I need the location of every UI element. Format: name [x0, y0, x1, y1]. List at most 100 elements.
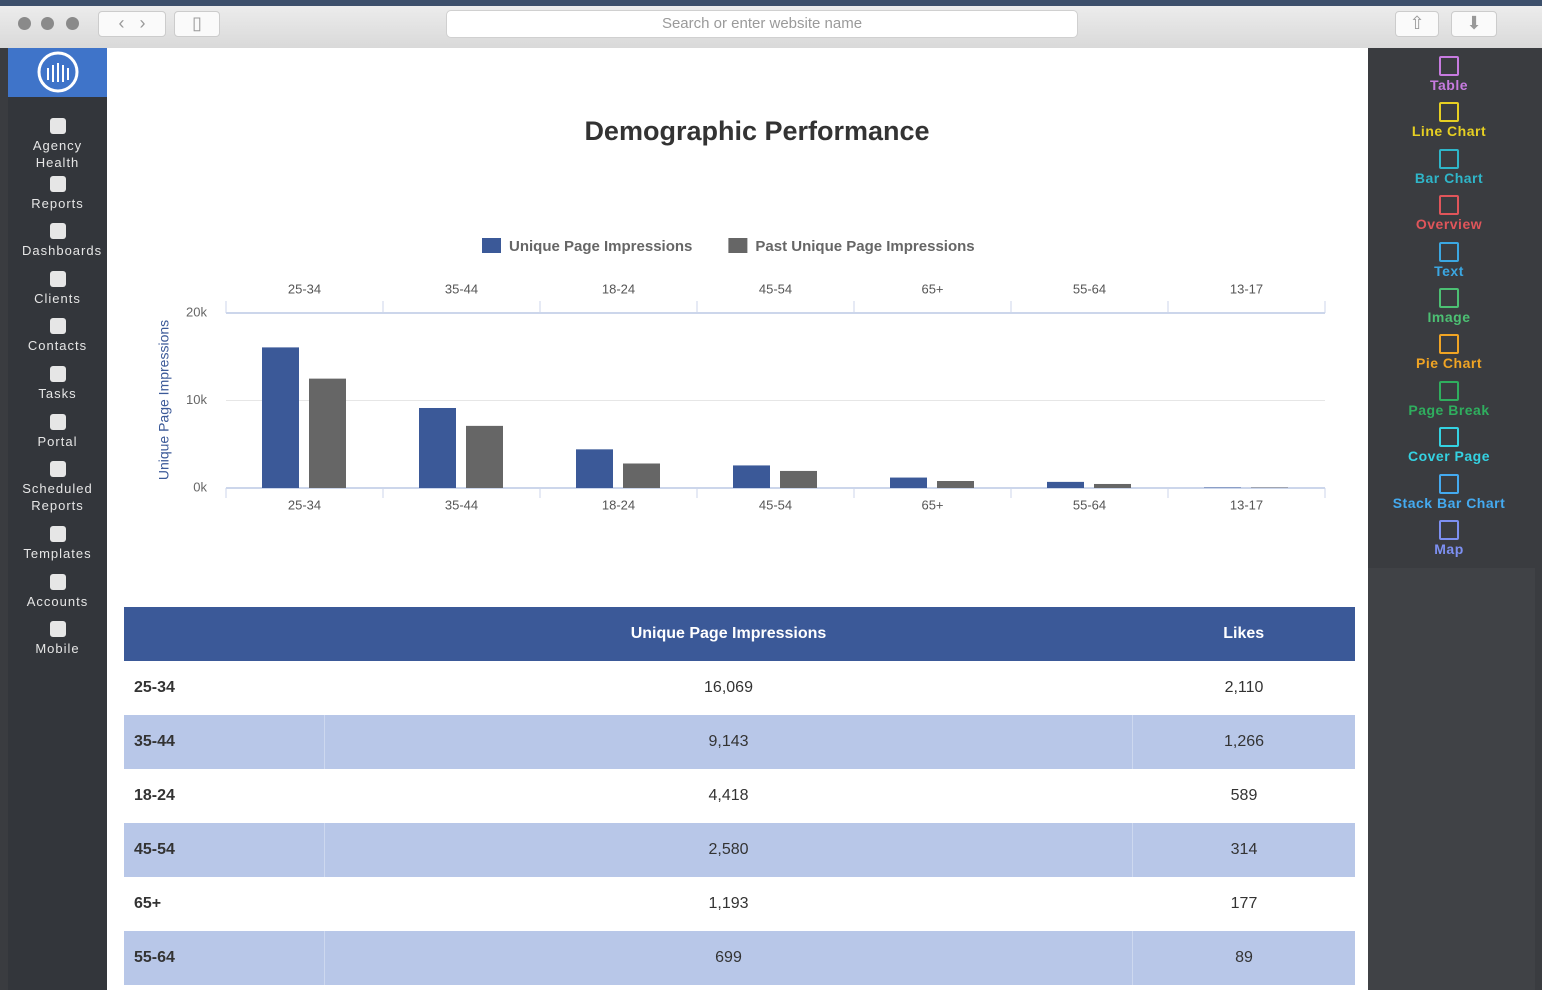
palette-icon	[1439, 288, 1459, 308]
legend-label: Past Unique Page Impressions	[755, 238, 974, 255]
palette-item[interactable]: Bar Chart	[1368, 148, 1530, 186]
data-table: Unique Page Impressions Likes 25-34 16,069 2…	[124, 607, 1355, 985]
palette-item[interactable]: Table	[1368, 56, 1530, 93]
palette-icon	[1439, 148, 1459, 169]
left-sidebar	[8, 48, 107, 990]
palette-label: Line Chart	[1411, 123, 1487, 140]
downloads-button[interactable]: ⬇	[1451, 11, 1497, 37]
table-cell: 4,418	[708, 787, 749, 804]
legend-swatch	[728, 238, 748, 253]
palette-item[interactable]: Map	[1368, 520, 1530, 557]
x-tick-label-top: 45-54	[759, 281, 792, 296]
nav-item[interactable]: Clients	[8, 271, 107, 307]
palette-item[interactable]: Line Chart	[1368, 102, 1530, 139]
table-row: 35-44 9,143 1,266	[124, 715, 1355, 769]
palette-item[interactable]: Cover Page	[1368, 427, 1530, 464]
logo[interactable]	[8, 48, 107, 97]
x-tick-label: 18-24	[602, 497, 635, 512]
nav-label: Agency Health	[32, 138, 83, 170]
palette-icon	[1439, 380, 1459, 401]
nav-icon	[49, 176, 66, 192]
share-button[interactable]: ⇧	[1395, 11, 1439, 37]
nav-item[interactable]: Dashboards	[8, 223, 107, 259]
nav-item[interactable]: Reports	[8, 176, 107, 212]
palette-icon	[1439, 56, 1459, 76]
x-tick-label-top: 18-24	[602, 281, 635, 296]
widget-palette	[1368, 48, 1535, 568]
table-cell: 89	[1132, 931, 1355, 985]
x-tick-label-top: 13-17	[1230, 281, 1263, 296]
bar	[890, 477, 927, 488]
palette-label: Image	[1427, 309, 1471, 325]
x-tick-label: 45-54	[759, 497, 792, 512]
table-cell: 1,193	[708, 895, 749, 912]
logo-icon	[37, 51, 79, 93]
nav-icon	[49, 223, 66, 239]
palette-label: Map	[1434, 541, 1464, 557]
palette-label: Pie Chart	[1416, 355, 1482, 372]
y-tick-label: 10k	[186, 392, 207, 407]
legend-label: Unique Page Impressions	[509, 238, 692, 255]
nav-item[interactable]: Contacts	[8, 318, 107, 354]
window-minimize[interactable]	[41, 17, 54, 30]
palette-label: Stack Bar Chart	[1392, 494, 1506, 511]
nav-icon	[49, 621, 66, 637]
table-cell: 18-24	[124, 769, 325, 823]
nav-item[interactable]: Agency Health	[8, 118, 107, 171]
table-row: 18-24 4,418 589	[124, 769, 1355, 823]
nav-item[interactable]: Scheduled Reports	[8, 461, 107, 514]
table-cell: 65+	[124, 877, 325, 931]
table-cell: 589	[1132, 769, 1355, 823]
x-tick-label: 55-64	[1073, 497, 1106, 512]
palette-item[interactable]: Overview	[1368, 195, 1530, 232]
nav-item[interactable]: Mobile	[8, 621, 107, 657]
table-cell: 177	[1132, 877, 1355, 931]
table-row: 25-34 16,069 2,110	[124, 661, 1355, 715]
address-bar[interactable]: Search or enter website name	[446, 10, 1078, 38]
legend-swatch	[482, 238, 501, 253]
sidebar-toggle[interactable]: ▯	[174, 11, 220, 37]
table-cell: 2,110	[1132, 661, 1355, 715]
table-cell: 1,266	[1132, 715, 1355, 769]
window-zoom[interactable]	[66, 17, 79, 30]
header-cell: Unique Page Impressions	[324, 607, 1133, 661]
bar	[937, 481, 974, 488]
nav-label: Templates	[23, 546, 92, 561]
palette-label: Table	[1429, 77, 1469, 93]
nav-label: Portal	[37, 434, 78, 449]
bar	[1094, 483, 1131, 488]
nav-item[interactable]: Templates	[8, 526, 107, 562]
table-cell: 35-44	[124, 715, 325, 769]
nav-label: Contacts	[27, 338, 88, 353]
nav-item[interactable]: Portal	[8, 414, 107, 450]
bar	[733, 465, 770, 488]
x-tick-label-top: 35-44	[445, 281, 478, 296]
nav-item[interactable]: Accounts	[8, 574, 107, 610]
table-cell: 9,143	[324, 715, 1133, 769]
nav-icon	[49, 318, 66, 334]
palette-label: Overview	[1415, 216, 1483, 233]
window-close[interactable]	[18, 17, 31, 30]
palette-item[interactable]: Text	[1368, 241, 1530, 279]
nav-icon	[49, 526, 66, 542]
palette-icon	[1439, 520, 1459, 540]
bar-chart: Demographic Performance Unique Page Impr…	[156, 116, 1326, 512]
palette-icon	[1439, 195, 1459, 216]
nav-label: Tasks	[38, 386, 77, 401]
palette-label: Bar Chart	[1414, 169, 1484, 186]
palette-icon	[1439, 427, 1459, 448]
nav-label: Clients	[34, 291, 81, 306]
bar	[262, 347, 299, 488]
palette-item[interactable]: Stack Bar Chart	[1368, 473, 1530, 511]
x-tick-label-top: 55-64	[1073, 281, 1106, 296]
palette-item[interactable]: Image	[1368, 288, 1530, 325]
nav-label: Accounts	[26, 594, 89, 609]
nav-item[interactable]: Tasks	[8, 366, 107, 402]
back-forward[interactable]: ‹ ›	[98, 11, 166, 37]
palette-icon	[1439, 473, 1459, 494]
x-tick-label: 13-17	[1230, 497, 1263, 512]
palette-item[interactable]: Pie Chart	[1368, 334, 1530, 371]
palette-item[interactable]: Page Break	[1368, 380, 1530, 418]
x-tick-label-top: 65+	[921, 281, 943, 296]
